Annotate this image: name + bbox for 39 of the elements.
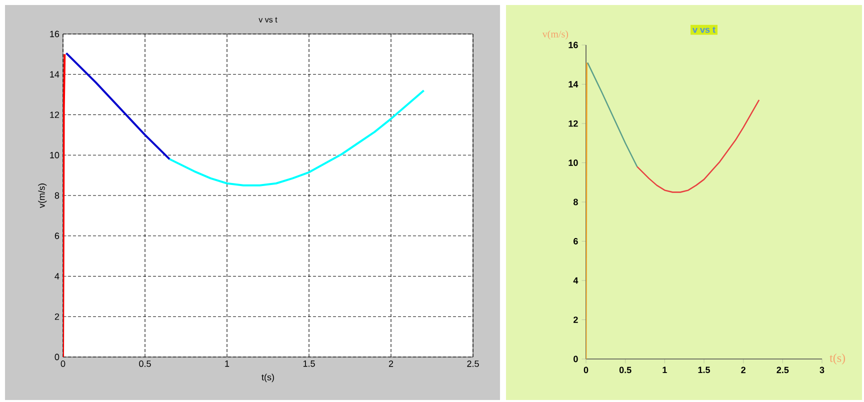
y-tick-label: 2 xyxy=(574,316,578,323)
x-tick-label: 1 xyxy=(225,360,230,367)
y-tick-label: 14 xyxy=(50,71,60,78)
y-tick-label: 0 xyxy=(574,356,578,362)
y-tick-label: 4 xyxy=(573,277,578,284)
x-tick-label: 0 xyxy=(60,360,66,367)
chart-title: v vs t xyxy=(258,17,278,22)
line-series xyxy=(65,52,171,160)
x-tick-label: 1 xyxy=(662,366,667,373)
y-tick-label: 0 xyxy=(54,354,60,360)
x-tick-label: 0.5 xyxy=(139,360,151,367)
x-tick-label: 0.5 xyxy=(619,366,632,374)
y-tick-label: 16 xyxy=(50,30,60,38)
y-tick-label: 14 xyxy=(568,81,578,88)
y-tick-label: 6 xyxy=(54,232,60,240)
y-tick-label: 2 xyxy=(54,313,60,320)
chart-title: v vs t xyxy=(692,26,716,33)
y-tick-label: 10 xyxy=(568,160,578,166)
x-tick-label: 1.5 xyxy=(303,360,315,367)
x-tick-label: 2.5 xyxy=(776,366,789,374)
y-tick-label: 16 xyxy=(568,42,578,48)
x-tick-label: 2 xyxy=(741,366,746,374)
x-tick-label: 3 xyxy=(820,366,824,374)
y-tick-label: 6 xyxy=(574,238,578,244)
x-tick-label: 0 xyxy=(584,366,588,374)
y-tick-label: 8 xyxy=(54,192,60,199)
y-axis-title: v(m/s) xyxy=(38,184,47,208)
line-series xyxy=(586,62,638,168)
x-axis-title: t(s) xyxy=(830,354,846,364)
x-tick-label: 1.5 xyxy=(698,366,710,374)
y-tick-label: 12 xyxy=(568,120,578,127)
x-tick-label: 2 xyxy=(388,360,394,367)
y-axis-title: v(m/s) xyxy=(542,30,568,40)
y-tick-label: 4 xyxy=(54,273,60,280)
y-tick-label: 10 xyxy=(50,152,60,158)
y-tick-label: 12 xyxy=(50,112,60,118)
x-axis-title: t(s) xyxy=(262,374,274,382)
y-tick-label: 8 xyxy=(573,198,578,206)
x-tick-label: 2.5 xyxy=(467,360,479,367)
